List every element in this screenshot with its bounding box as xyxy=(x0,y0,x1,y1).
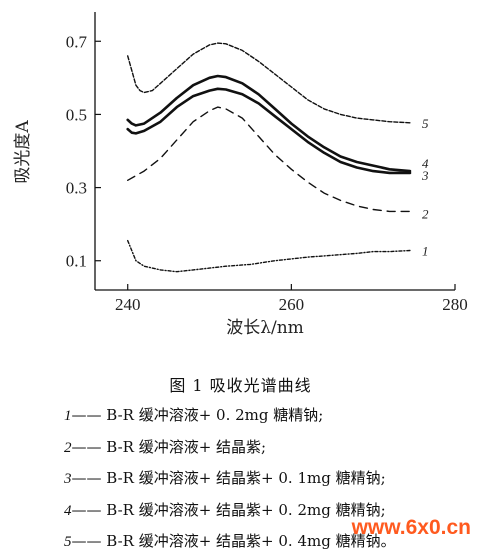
legend-number: 1 xyxy=(64,408,72,424)
legend-list: 1—— B-R 缓冲溶液+ 0. 2mg 糖精钠; 2—— B-R 缓冲溶液+ … xyxy=(64,402,396,560)
legend-item-2: 2—— B-R 缓冲溶液+ 结晶紫; xyxy=(64,434,396,466)
curve-label-3: 3 xyxy=(421,168,429,183)
curve-2 xyxy=(127,106,411,213)
y-tick-label: 0.5 xyxy=(66,105,87,124)
legend-number: 2 xyxy=(64,439,72,456)
x-tick-label: 280 xyxy=(442,295,468,314)
y-axis-title: 吸光度A xyxy=(13,120,33,184)
curve-1 xyxy=(127,239,411,273)
y-tick-label: 0.1 xyxy=(66,252,87,271)
curve-label-2: 2 xyxy=(422,206,429,221)
legend-item-3: 3—— B-R 缓冲溶液+ 结晶紫+ 0. 1mg 糖精钠; xyxy=(64,465,396,497)
legend-number: 4 xyxy=(64,502,72,519)
legend-item-1: 1—— B-R 缓冲溶液+ 0. 2mg 糖精钠; xyxy=(64,402,396,434)
x-tick-label: 240 xyxy=(115,295,141,314)
figure-caption: 图 1 吸收光谱曲线 xyxy=(169,376,312,395)
curve-5 xyxy=(127,42,411,124)
legend-text: —— B-R 缓冲溶液+ 0. 2mg 糖精钠; xyxy=(71,406,324,424)
legend-item-4: 4—— B-R 缓冲溶液+ 结晶紫+ 0. 2mg 糖精钠; xyxy=(64,497,396,529)
curve-4 xyxy=(126,74,412,173)
x-tick-label: 260 xyxy=(279,295,305,314)
legend-number: 5 xyxy=(64,534,72,550)
legend-text: —— B-R 缓冲溶液+ 结晶紫+ 0. 4mg 糖精钠。 xyxy=(71,532,396,550)
y-tick-label: 0.3 xyxy=(66,179,87,198)
legend-number: 3 xyxy=(64,471,72,487)
curve-label-5: 5 xyxy=(422,116,429,131)
y-tick-label: 0.7 xyxy=(66,32,88,51)
curve-label-4: 4 xyxy=(422,156,429,171)
absorption-spectrum-chart: 240 260 280 0.1 0.3 0.5 0.7 1 2 34 5 波长λ/nm 吸光度A xyxy=(13,12,468,338)
curve-label-1: 1 xyxy=(422,243,429,258)
legend-text: —— B-R 缓冲溶液+ 结晶紫; xyxy=(71,437,267,456)
curve-3 xyxy=(126,87,412,175)
site-watermark: www.6x0.cn xyxy=(351,516,471,539)
legend-text: —— B-R 缓冲溶液+ 结晶紫+ 0. 2mg 糖精钠; xyxy=(71,500,386,519)
x-axis-title: 波长λ/nm xyxy=(226,318,304,338)
legend-text: —— B-R 缓冲溶液+ 结晶紫+ 0. 1mg 糖精钠; xyxy=(71,469,386,487)
legend-item-5: 5—— B-R 缓冲溶液+ 结晶紫+ 0. 4mg 糖精钠。 xyxy=(64,528,396,560)
